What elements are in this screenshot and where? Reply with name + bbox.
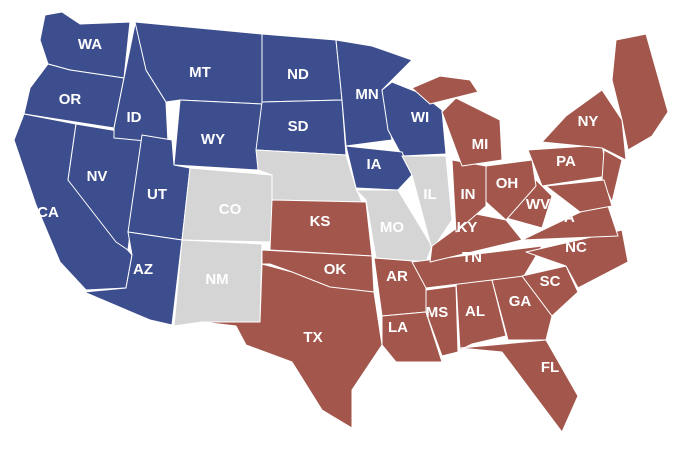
state-label-al: AL (465, 303, 485, 320)
state-label-ga: GA (509, 293, 532, 310)
state-label-ks: KS (310, 213, 331, 230)
state-label-wv: WV (526, 196, 550, 213)
state-label-mt: MT (189, 64, 211, 81)
state-la (381, 311, 443, 363)
state-label-oh: OH (496, 175, 519, 192)
state-label-nc: NC (565, 239, 587, 256)
state-tx (201, 263, 383, 429)
state-label-co: CO (219, 201, 242, 218)
state-label-sd: SD (288, 118, 309, 135)
state-md (545, 179, 613, 213)
state-label-ca: CA (37, 204, 59, 221)
state-label-ms: MS (426, 304, 449, 321)
state-label-va: VA (555, 209, 575, 226)
state-ne-eng (611, 33, 669, 151)
state-label-ky: KY (457, 219, 478, 236)
state-label-pa: PA (556, 153, 576, 170)
state-label-wy: WY (201, 131, 225, 148)
state-fl (459, 339, 579, 433)
state-label-in: IN (461, 186, 476, 203)
state-label-tn: TN (462, 249, 482, 266)
state-label-il: IL (423, 186, 436, 203)
state-label-mi: MI (472, 136, 489, 153)
state-label-ar: AR (386, 268, 408, 285)
state-label-tx: TX (303, 329, 322, 346)
state-label-wa: WA (78, 36, 102, 53)
state-label-id: ID (127, 109, 142, 126)
state-mi-upper-peninsula (411, 75, 479, 105)
state-label-or: OR (59, 91, 82, 108)
state-mi (441, 97, 503, 167)
state-label-ny: NY (578, 113, 599, 130)
state-label-sc: SC (540, 273, 561, 290)
state-label-ut: UT (147, 186, 167, 203)
state-label-la: LA (388, 319, 408, 336)
state-ms (425, 285, 459, 357)
state-label-az: AZ (133, 261, 153, 278)
state-label-fl: FL (541, 359, 559, 376)
state-il (401, 155, 453, 251)
state-label-nd: ND (287, 66, 309, 83)
state-label-ia: IA (367, 156, 382, 173)
state-sc (521, 265, 579, 317)
state-label-mo: MO (380, 219, 404, 236)
state-label-nv: NV (87, 168, 108, 185)
state-label-wi: WI (411, 109, 429, 126)
state-label-nm: NM (205, 271, 228, 288)
state-label-ok: OK (324, 261, 347, 278)
state-label-mn: MN (355, 86, 378, 103)
